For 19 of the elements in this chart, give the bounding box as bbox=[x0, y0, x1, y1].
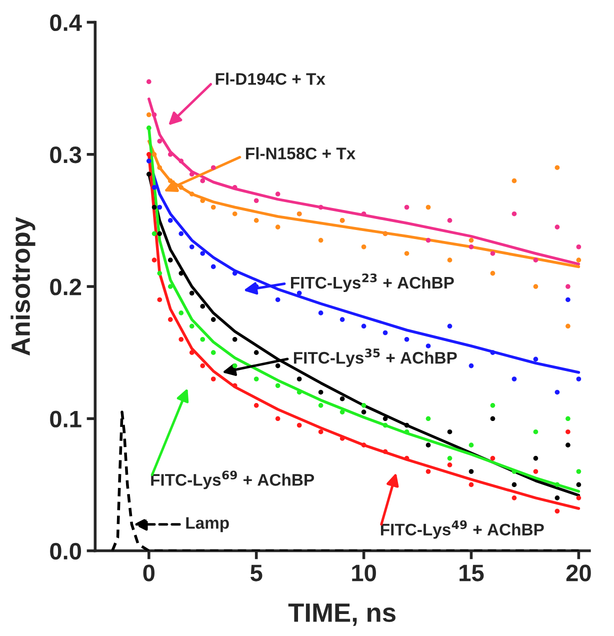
x-tick-label: 0 bbox=[143, 564, 154, 582]
x-axis-title: TIME, ns bbox=[288, 604, 396, 626]
y-axis-title: Anisotropy bbox=[10, 217, 36, 356]
annotation: FITC-Lys$^{69}$ + AChBP bbox=[151, 470, 314, 490]
y-tick-label: 0.3 bbox=[50, 146, 82, 164]
annotation: FITC-Lys$^{23}$ + AChBP bbox=[291, 273, 454, 292]
y-tick-label: 0.1 bbox=[50, 410, 82, 428]
y-tick-label: 0.0 bbox=[50, 542, 82, 560]
y-tick-label: 0.4 bbox=[50, 14, 82, 32]
x-tick-label: 5 bbox=[250, 564, 262, 582]
annotation: FITC-Lys$^{35}$ + AChBP bbox=[294, 348, 457, 368]
y-tick-label: 0.2 bbox=[50, 278, 82, 296]
x-tick-label: 20 bbox=[566, 564, 591, 582]
x-tick-label: 10 bbox=[352, 564, 376, 582]
annotation: Fl-D194C + Tx bbox=[216, 72, 326, 85]
x-tick-label: 15 bbox=[460, 564, 484, 582]
annotation: Fl-N158C + Tx bbox=[246, 147, 356, 160]
annotation: Lamp bbox=[186, 517, 229, 532]
annotation: FITC-Lys$^{49}$ + AChBP bbox=[380, 520, 544, 539]
